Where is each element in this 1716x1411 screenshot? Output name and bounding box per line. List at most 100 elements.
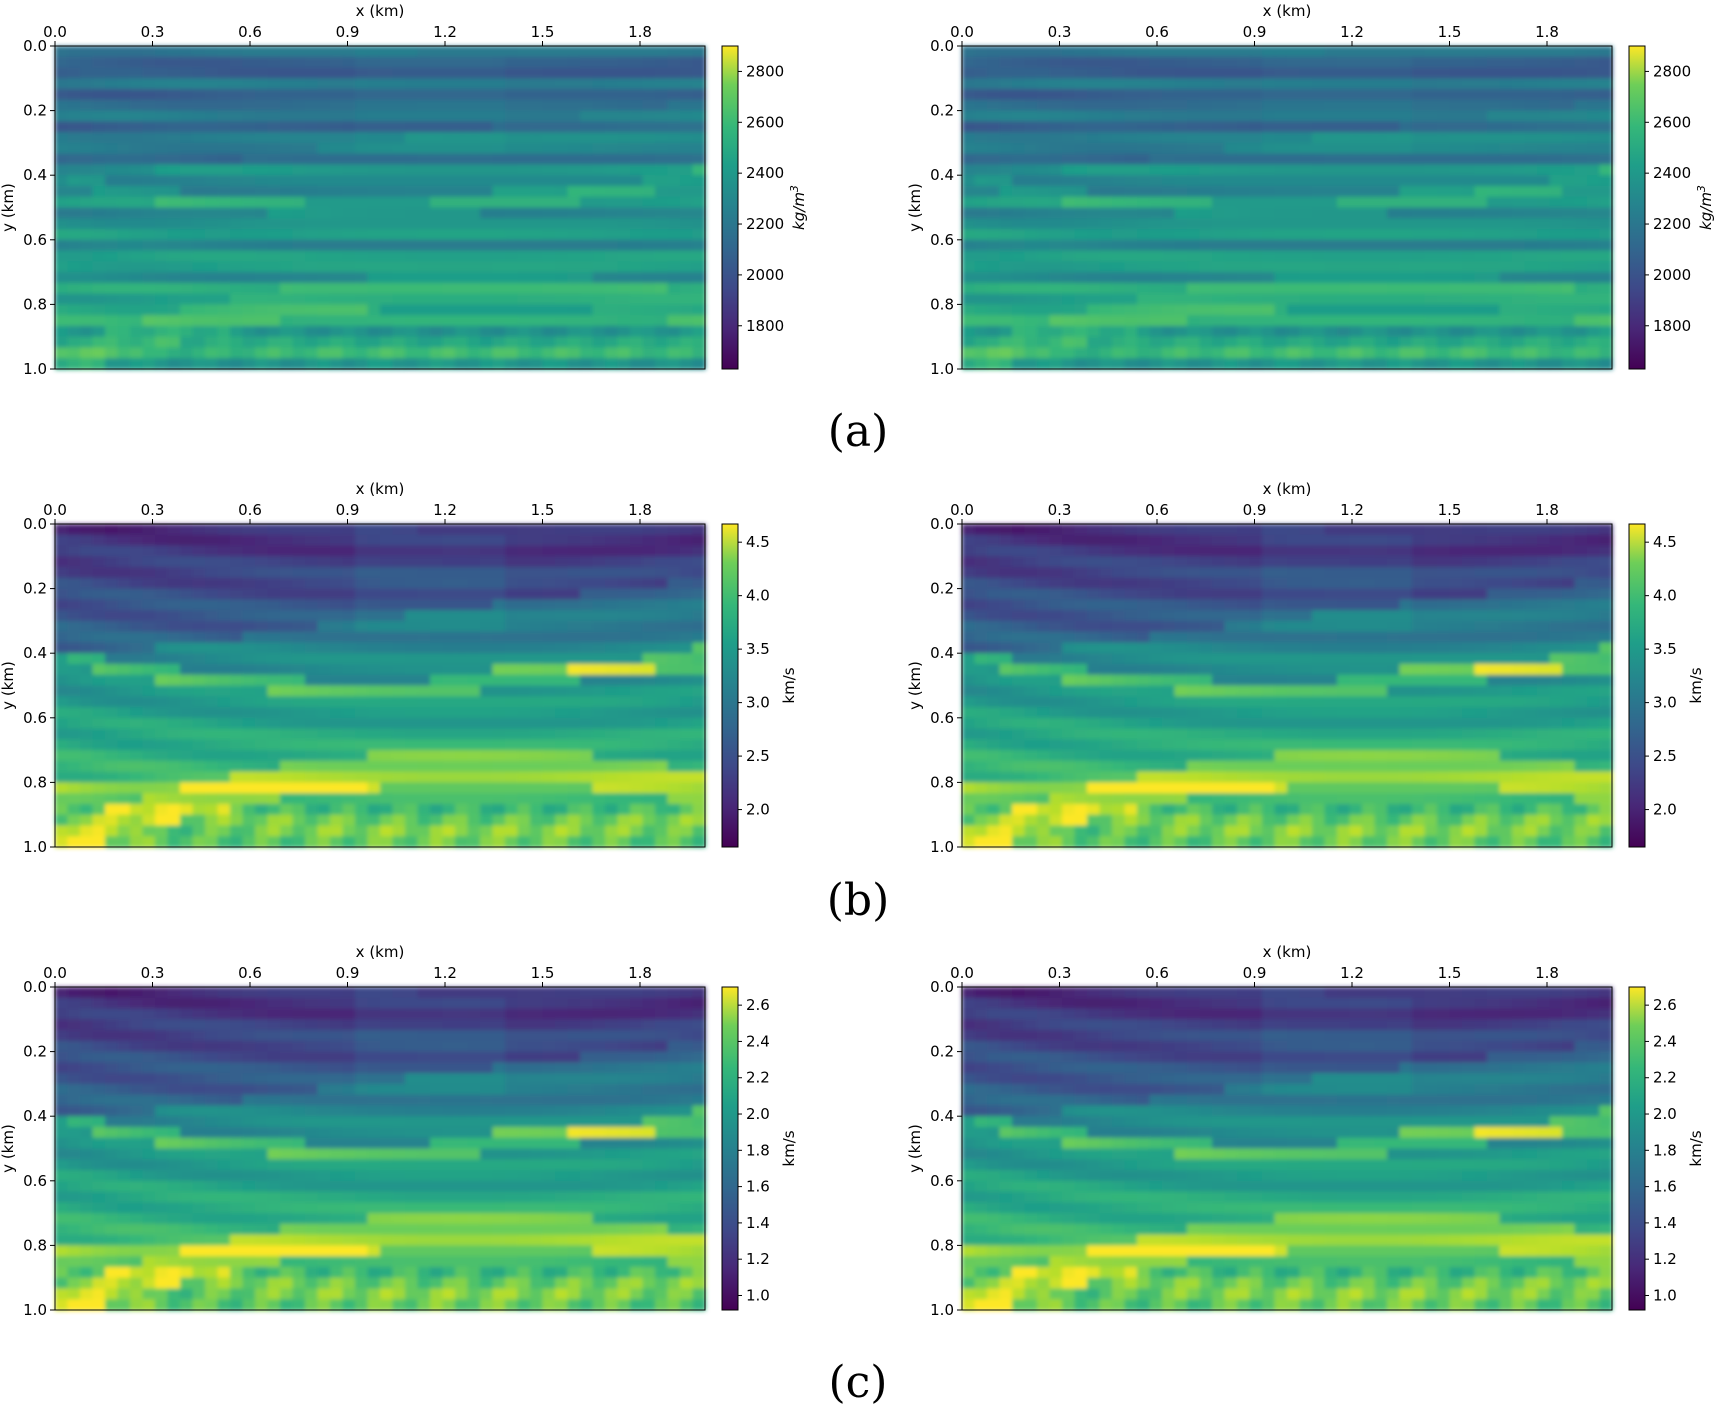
- colorbar-tick-label: 2600: [746, 113, 784, 131]
- y-tick-label: 0.0: [23, 978, 47, 996]
- x-tick-label: 0.3: [1048, 964, 1072, 982]
- x-tick-label: 1.8: [1535, 964, 1559, 982]
- colorbar-tick-label: 3.5: [746, 640, 770, 658]
- plot-frame: [54, 986, 706, 1311]
- colorbar-label: kg/m3: [1695, 185, 1715, 230]
- y-tick-label: 1.0: [23, 360, 47, 378]
- x-tick-label: 1.2: [1340, 23, 1364, 41]
- y-tick-label: 0.6: [23, 709, 47, 727]
- x-tick-label: 1.2: [433, 23, 457, 41]
- y-tick-label: 0.8: [23, 295, 47, 313]
- y-tick-label: 0.6: [930, 709, 954, 727]
- y-tick-label: 0.4: [930, 644, 954, 662]
- y-tick-label: 0.6: [23, 231, 47, 249]
- panel-b-left: 0.0 0.3 0.6 0.9 1.2 1.5 1.8 x (km) 0.0 0.2 0.4 0.6 0…: [0, 480, 798, 856]
- y-tick-label: 0.4: [930, 1107, 954, 1125]
- y-tick-label: 0.2: [23, 102, 47, 120]
- y-axis-label: y (km): [906, 1124, 924, 1173]
- colorbar-tick-label: 2800: [1653, 62, 1691, 80]
- colorbar-tick-label: 1.6: [746, 1178, 770, 1196]
- heatmap-image: [962, 46, 1613, 370]
- colorbar-tick-label: 2.2: [746, 1069, 770, 1087]
- y-tick-label: 1.0: [23, 1301, 47, 1319]
- y-tick-label: 0.2: [930, 1043, 954, 1061]
- y-tick-label: 0.4: [23, 1107, 47, 1125]
- colorbar-tick-label: 2400: [1653, 164, 1691, 182]
- colorbar: [1628, 523, 1646, 848]
- heatmap-image: [962, 524, 1613, 848]
- y-tick-label: 1.0: [23, 838, 47, 856]
- x-axis-label: x (km): [1263, 2, 1312, 20]
- colorbar-tick-label: 4.5: [1653, 533, 1677, 551]
- x-tick-label: 0.6: [238, 964, 262, 982]
- x-tick-label: 1.8: [1535, 23, 1559, 41]
- x-axis-label: x (km): [1263, 480, 1312, 498]
- x-tick-label: 0.9: [336, 501, 360, 519]
- y-tick-label: 1.0: [930, 360, 954, 378]
- y-axis-label: y (km): [906, 661, 924, 710]
- y-tick-label: 0.8: [930, 1236, 954, 1254]
- y-tick-label: 0.2: [930, 580, 954, 598]
- x-tick-label: 1.8: [628, 964, 652, 982]
- panel-c-left: 0.0 0.3 0.6 0.9 1.2 1.5 1.8 x (km) 0.0 0.2 0.4 0.6 0…: [0, 943, 798, 1319]
- x-tick-label: 1.2: [1340, 501, 1364, 519]
- colorbar-tick-label: 4.0: [1653, 587, 1677, 605]
- colorbar-tick-label: 2.4: [1653, 1032, 1677, 1050]
- x-tick-label: 1.5: [1438, 23, 1462, 41]
- x-tick-label: 1.5: [531, 501, 555, 519]
- y-tick-label: 0.2: [23, 1043, 47, 1061]
- x-tick-label: 0.0: [43, 23, 67, 41]
- colorbar-tick-label: 2200: [746, 215, 784, 233]
- y-tick-label: 0.0: [23, 37, 47, 55]
- x-axis-label: x (km): [1263, 943, 1312, 961]
- panel-a-left: 0.0 0.3 0.6 0.9 1.2 1.5 1.8 x (km) 0.0 0.2 0.4 0.6 0…: [0, 2, 808, 378]
- y-tick-label: 1.0: [930, 1301, 954, 1319]
- x-tick-label: 0.9: [1243, 501, 1267, 519]
- colorbar-tick-label: 2000: [1653, 266, 1691, 284]
- y-tick-label: 0.2: [930, 102, 954, 120]
- y-axis-label: y (km): [0, 1124, 17, 1173]
- panel-c-right: 0.0 0.3 0.6 0.9 1.2 1.5 1.8 x (km) 0.0 0.2 0.4 0.6 0…: [906, 943, 1705, 1319]
- x-tick-label: 1.5: [1438, 501, 1462, 519]
- colorbar-tick-label: 2.4: [746, 1032, 770, 1050]
- x-tick-label: 0.0: [43, 501, 67, 519]
- y-tick-label: 0.6: [930, 231, 954, 249]
- y-tick-label: 0.8: [23, 773, 47, 791]
- x-tick-label: 0.3: [141, 964, 165, 982]
- x-tick-label: 0.0: [43, 964, 67, 982]
- y-axis-label: y (km): [906, 183, 924, 232]
- colorbar-tick-label: 1.8: [1653, 1141, 1677, 1159]
- colorbar-tick-label: 2.0: [746, 801, 770, 819]
- x-tick-label: 0.6: [238, 501, 262, 519]
- heatmap-image: [55, 524, 706, 848]
- x-tick-label: 0.9: [336, 23, 360, 41]
- y-tick-label: 0.4: [23, 166, 47, 184]
- x-axis-label: x (km): [356, 480, 405, 498]
- colorbar-label: km/s: [1687, 1130, 1705, 1166]
- plot-frame: [54, 45, 706, 370]
- colorbar-tick-label: 3.0: [1653, 694, 1677, 712]
- caption-a: (a): [828, 406, 889, 457]
- colorbar-label: km/s: [780, 667, 798, 703]
- plot-frame: [961, 986, 1613, 1311]
- colorbar-tick-label: 1.2: [746, 1250, 770, 1268]
- colorbar: [1628, 986, 1646, 1311]
- x-tick-label: 1.2: [433, 964, 457, 982]
- y-tick-label: 0.4: [930, 166, 954, 184]
- x-tick-label: 0.9: [1243, 964, 1267, 982]
- y-tick-label: 0.0: [23, 515, 47, 533]
- colorbar: [721, 986, 739, 1311]
- x-tick-label: 1.8: [1535, 501, 1559, 519]
- x-tick-label: 1.2: [433, 501, 457, 519]
- colorbar-tick-label: 2.2: [1653, 1069, 1677, 1087]
- y-tick-label: 0.0: [930, 978, 954, 996]
- colorbar-tick-label: 1800: [746, 317, 784, 335]
- heatmap-image: [55, 987, 706, 1311]
- x-tick-label: 0.0: [950, 964, 974, 982]
- y-axis-label: y (km): [0, 661, 17, 710]
- x-tick-label: 0.6: [1145, 964, 1169, 982]
- colorbar-tick-label: 1800: [1653, 317, 1691, 335]
- y-tick-label: 0.8: [23, 1236, 47, 1254]
- y-tick-label: 1.0: [930, 838, 954, 856]
